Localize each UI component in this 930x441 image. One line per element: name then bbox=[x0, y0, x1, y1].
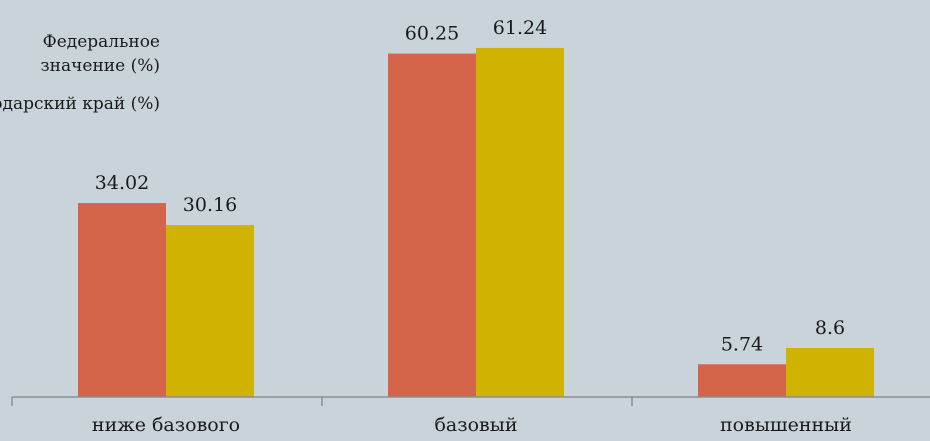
category-label: ниже базового bbox=[92, 414, 240, 436]
data-label: 5.74 bbox=[721, 333, 763, 355]
chart-legend: Федеральное значение (%) Краснодарский к… bbox=[0, 0, 160, 140]
bar-krasnodar-2 bbox=[786, 347, 874, 397]
legend-entry-federal-line1: Федеральное bbox=[42, 32, 160, 52]
data-label: 30.16 bbox=[183, 194, 237, 216]
bar-federal-0 bbox=[78, 203, 166, 397]
data-label: 34.02 bbox=[95, 172, 149, 194]
data-label: 60.25 bbox=[405, 23, 459, 45]
data-label: 8.6 bbox=[815, 317, 845, 339]
data-label: 61.24 bbox=[493, 17, 547, 39]
category-label: повышенный bbox=[720, 414, 852, 436]
bar-federal-2 bbox=[698, 364, 786, 397]
legend-entry-federal-line2: значение (%) bbox=[40, 56, 160, 76]
bar-krasnodar-1 bbox=[476, 47, 564, 397]
category-label: базовый bbox=[434, 414, 517, 436]
bar-federal-1 bbox=[388, 53, 476, 397]
bar-krasnodar-0 bbox=[166, 225, 254, 397]
legend-entry-krasnodar: Краснодарский край (%) bbox=[0, 94, 160, 114]
